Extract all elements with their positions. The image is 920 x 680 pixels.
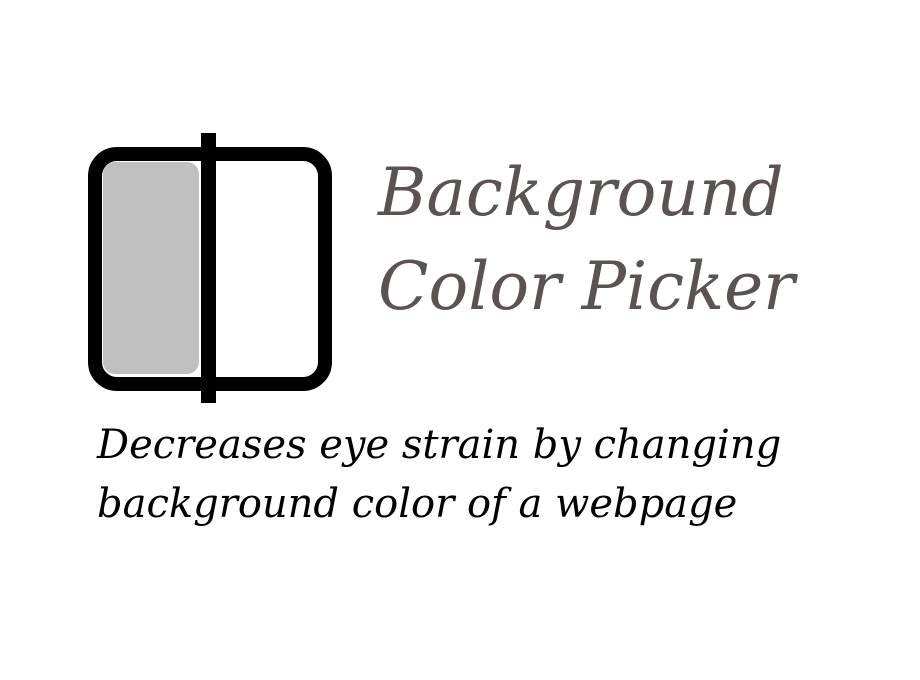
app-tagline-line-1: Decreases eye strain by changing	[97, 422, 782, 468]
app-tagline-line-2: background color of a webpage	[97, 481, 738, 527]
app-tagline: Decreases eye strain by changing backgro…	[97, 416, 781, 534]
icon-divider	[201, 133, 216, 403]
icon-left-swatch	[103, 162, 199, 374]
app-title-line-2: Color Picker	[378, 248, 795, 325]
background-color-picker-icon	[88, 133, 332, 403]
app-title-line-1: Background	[378, 154, 784, 231]
app-title: Background Color Picker	[378, 146, 795, 334]
